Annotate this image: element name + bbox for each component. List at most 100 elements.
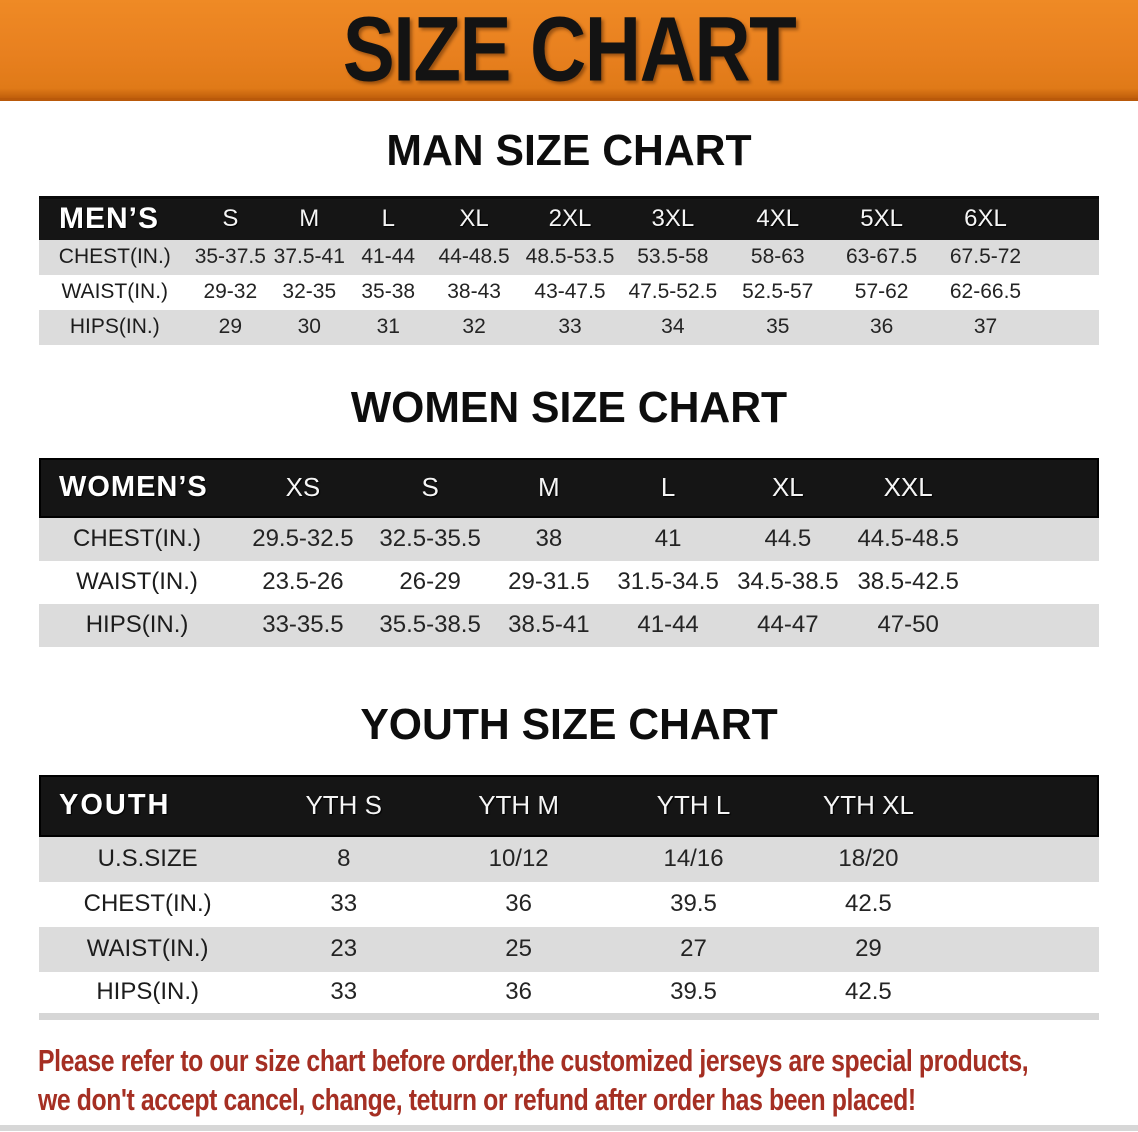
row-label: CHEST(IN.) bbox=[58, 245, 171, 268]
size-value: 25 bbox=[505, 935, 532, 962]
women-table-label: WOMEN’S bbox=[59, 471, 208, 503]
size-value: 29.5-32.5 bbox=[252, 525, 354, 552]
women-col-header: L bbox=[660, 472, 676, 502]
size-value: 57-62 bbox=[854, 280, 909, 303]
women-col-header: XXL bbox=[883, 472, 933, 502]
men-col-header: M bbox=[299, 205, 320, 233]
youth-col-header: YTH M bbox=[478, 790, 560, 820]
size-value: 36 bbox=[505, 890, 532, 917]
row-label: WAIST(IN.) bbox=[61, 280, 169, 303]
size-value: 33 bbox=[558, 315, 582, 338]
size-value: 32 bbox=[462, 315, 486, 338]
size-value: 35-38 bbox=[361, 280, 416, 303]
women-header-spacer bbox=[969, 458, 1099, 518]
row-spacer bbox=[969, 561, 1099, 604]
size-value: 63-67.5 bbox=[846, 245, 918, 268]
size-value: 44.5 bbox=[764, 525, 812, 552]
youth-table-label: YOUTH bbox=[59, 789, 171, 821]
row-spacer bbox=[969, 604, 1099, 647]
disclaimer-line-2: we don't accept cancel, change, teturn o… bbox=[38, 1082, 916, 1117]
size-value: 36 bbox=[869, 315, 894, 338]
men-hips-row: HIPS(IN.) 29 30 31 32 33 34 35 36 37 bbox=[39, 309, 1099, 345]
size-value: 37.5-41 bbox=[273, 245, 345, 268]
men-col-header: 5XL bbox=[860, 205, 903, 233]
size-value: 44-47 bbox=[757, 611, 819, 638]
size-value: 42.5 bbox=[845, 978, 892, 1006]
men-header-spacer bbox=[1037, 198, 1099, 240]
men-col-header: S bbox=[222, 205, 239, 233]
men-section-heading: MAN SIZE CHART bbox=[386, 126, 752, 175]
men-table-label: MEN’S bbox=[59, 202, 160, 236]
size-value: 53.5-58 bbox=[637, 245, 709, 268]
size-value: 52.5-57 bbox=[742, 280, 814, 303]
size-value: 29-32 bbox=[203, 280, 258, 303]
women-table-header-row: WOMEN’S XS S M L XL XXL bbox=[39, 457, 1099, 518]
youth-chest-row: CHEST(IN.) 33 36 39.5 42.5 bbox=[39, 881, 1099, 927]
women-waist-row: WAIST(IN.) 23.5-26 26-29 29-31.5 31.5-34… bbox=[39, 560, 1099, 604]
size-value: 62-66.5 bbox=[949, 280, 1022, 303]
size-value: 36 bbox=[505, 978, 532, 1006]
row-label: HIPS(IN.) bbox=[85, 611, 189, 638]
women-hips-row: HIPS(IN.) 33-35.5 35.5-38.5 38.5-41 41-4… bbox=[39, 603, 1099, 647]
size-value: 39.5 bbox=[670, 890, 717, 917]
men-waist-row: WAIST(IN.) 29-32 32-35 35-38 38-43 43-47… bbox=[39, 274, 1099, 310]
row-spacer bbox=[1037, 310, 1099, 345]
size-value: 44.5-48.5 bbox=[857, 525, 959, 552]
size-value: 14/16 bbox=[663, 845, 724, 872]
size-value: 8 bbox=[337, 845, 351, 872]
row-spacer bbox=[956, 972, 1099, 1017]
row-spacer bbox=[969, 518, 1099, 561]
row-label: HIPS(IN.) bbox=[96, 978, 199, 1006]
size-value: 43-47.5 bbox=[534, 280, 606, 303]
youth-col-header: YTH L bbox=[656, 790, 731, 820]
row-label: HIPS(IN.) bbox=[69, 315, 160, 338]
row-spacer bbox=[1037, 275, 1099, 310]
row-label: WAIST(IN.) bbox=[86, 935, 209, 962]
size-value: 29 bbox=[218, 315, 242, 338]
men-col-header: 3XL bbox=[651, 205, 695, 233]
youth-section-heading: YOUTH SIZE CHART bbox=[360, 699, 778, 749]
size-value: 35 bbox=[766, 315, 790, 338]
size-value: 31 bbox=[376, 315, 400, 338]
size-value: 33 bbox=[330, 978, 358, 1006]
youth-table-header-row: YOUTH YTH S YTH M YTH L YTH XL bbox=[39, 774, 1099, 837]
size-value: 29 bbox=[855, 935, 882, 962]
youth-size-table: YOUTH YTH S YTH M YTH L YTH XL U.S.SIZE … bbox=[39, 774, 1099, 1020]
men-table-header-row: MEN’S S M L XL 2XL 3XL 4XL 5XL 6XL bbox=[39, 197, 1099, 240]
size-value: 29-31.5 bbox=[508, 568, 590, 595]
size-value: 34 bbox=[661, 315, 685, 338]
size-value: 18/20 bbox=[838, 845, 899, 872]
size-value: 42.5 bbox=[845, 890, 892, 917]
size-value: 23.5-26 bbox=[262, 568, 344, 595]
row-spacer bbox=[956, 927, 1099, 972]
size-value: 47.5-52.5 bbox=[628, 280, 718, 303]
size-value: 33 bbox=[330, 890, 358, 917]
men-col-header: 2XL bbox=[548, 205, 592, 233]
size-value: 38.5-42.5 bbox=[857, 568, 959, 595]
size-value: 32-35 bbox=[282, 280, 337, 303]
size-value: 41-44 bbox=[637, 611, 699, 638]
size-value: 35.5-38.5 bbox=[379, 611, 481, 638]
size-value: 23 bbox=[330, 935, 358, 962]
size-value: 33-35.5 bbox=[262, 611, 344, 638]
row-label: CHEST(IN.) bbox=[73, 525, 202, 552]
disclaimer-line-1: Please refer to our size chart before or… bbox=[38, 1043, 1029, 1078]
size-value: 41-44 bbox=[361, 245, 416, 268]
size-value: 35-37.5 bbox=[194, 245, 266, 268]
banner-title: SIZE CHART bbox=[342, 0, 797, 101]
row-label: WAIST(IN.) bbox=[76, 568, 198, 595]
row-spacer bbox=[1037, 240, 1099, 275]
men-col-header: XL bbox=[459, 205, 489, 233]
size-value: 38 bbox=[535, 525, 563, 552]
order-disclaimer: Please refer to our size chart before or… bbox=[38, 1041, 1138, 1119]
size-value: 37 bbox=[973, 315, 998, 338]
row-label: CHEST(IN.) bbox=[83, 890, 212, 917]
row-label: U.S.SIZE bbox=[97, 845, 198, 872]
youth-ussize-row: U.S.SIZE 8 10/12 14/16 18/20 bbox=[39, 836, 1099, 882]
women-col-header: XS bbox=[285, 472, 321, 502]
women-col-header: S bbox=[421, 472, 439, 502]
size-value: 44-48.5 bbox=[438, 245, 510, 268]
size-value: 38.5-41 bbox=[508, 611, 590, 638]
bottom-divider bbox=[0, 1125, 1138, 1131]
youth-header-spacer bbox=[956, 775, 1099, 837]
